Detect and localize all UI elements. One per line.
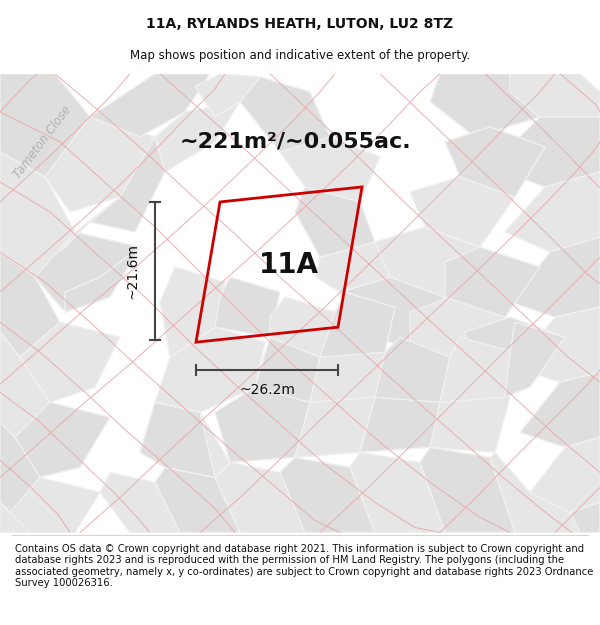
Polygon shape	[295, 187, 375, 257]
Text: Tameton Close: Tameton Close	[11, 103, 73, 181]
Polygon shape	[465, 317, 565, 388]
Text: ~26.2m: ~26.2m	[239, 383, 295, 398]
Polygon shape	[160, 267, 225, 358]
Polygon shape	[155, 327, 265, 412]
Polygon shape	[0, 74, 90, 177]
Polygon shape	[315, 242, 390, 292]
Polygon shape	[340, 277, 445, 348]
Text: Contains OS data © Crown copyright and database right 2021. This information is : Contains OS data © Crown copyright and d…	[15, 544, 593, 588]
Polygon shape	[295, 382, 375, 458]
Text: ~21.6m: ~21.6m	[126, 243, 140, 299]
Polygon shape	[10, 478, 100, 532]
Polygon shape	[510, 74, 600, 122]
Polygon shape	[505, 172, 600, 252]
Polygon shape	[0, 422, 45, 512]
Polygon shape	[410, 297, 505, 368]
Polygon shape	[255, 337, 320, 402]
Polygon shape	[270, 297, 335, 358]
Polygon shape	[45, 117, 155, 212]
Polygon shape	[215, 462, 305, 532]
Polygon shape	[430, 382, 510, 452]
Polygon shape	[320, 292, 395, 357]
Polygon shape	[100, 472, 180, 532]
Polygon shape	[360, 378, 445, 452]
Text: Map shows position and indicative extent of the property.: Map shows position and indicative extent…	[130, 49, 470, 62]
Polygon shape	[15, 402, 110, 478]
Polygon shape	[410, 177, 515, 247]
Polygon shape	[215, 277, 280, 337]
Polygon shape	[570, 503, 600, 532]
Polygon shape	[215, 388, 310, 462]
Polygon shape	[155, 468, 240, 532]
Polygon shape	[65, 247, 140, 312]
Polygon shape	[60, 197, 120, 252]
Text: 11A, RYLANDS HEATH, LUTON, LU2 8TZ: 11A, RYLANDS HEATH, LUTON, LU2 8TZ	[146, 17, 454, 31]
Polygon shape	[280, 458, 375, 532]
Polygon shape	[310, 332, 385, 402]
Polygon shape	[140, 402, 215, 478]
Polygon shape	[155, 102, 240, 172]
Polygon shape	[0, 152, 75, 277]
Polygon shape	[20, 322, 120, 402]
Polygon shape	[0, 503, 60, 532]
Polygon shape	[530, 438, 600, 512]
Polygon shape	[515, 307, 600, 382]
Polygon shape	[350, 452, 445, 532]
Polygon shape	[420, 448, 515, 532]
Polygon shape	[0, 252, 60, 358]
Polygon shape	[430, 74, 540, 137]
Polygon shape	[215, 102, 240, 117]
Polygon shape	[90, 137, 165, 232]
Polygon shape	[490, 452, 580, 532]
Polygon shape	[140, 402, 230, 478]
Polygon shape	[280, 137, 380, 202]
Polygon shape	[240, 77, 330, 152]
Polygon shape	[505, 322, 565, 398]
Polygon shape	[445, 127, 545, 197]
Polygon shape	[0, 332, 50, 437]
Polygon shape	[35, 232, 140, 312]
Polygon shape	[375, 227, 480, 297]
Polygon shape	[440, 337, 515, 402]
Polygon shape	[90, 74, 210, 137]
Polygon shape	[195, 74, 260, 117]
Polygon shape	[510, 237, 600, 317]
Polygon shape	[520, 372, 600, 448]
Polygon shape	[490, 117, 600, 187]
Polygon shape	[445, 247, 540, 317]
Text: 11A: 11A	[259, 251, 319, 279]
Text: ~221m²/~0.055ac.: ~221m²/~0.055ac.	[179, 132, 411, 152]
Polygon shape	[375, 337, 450, 402]
